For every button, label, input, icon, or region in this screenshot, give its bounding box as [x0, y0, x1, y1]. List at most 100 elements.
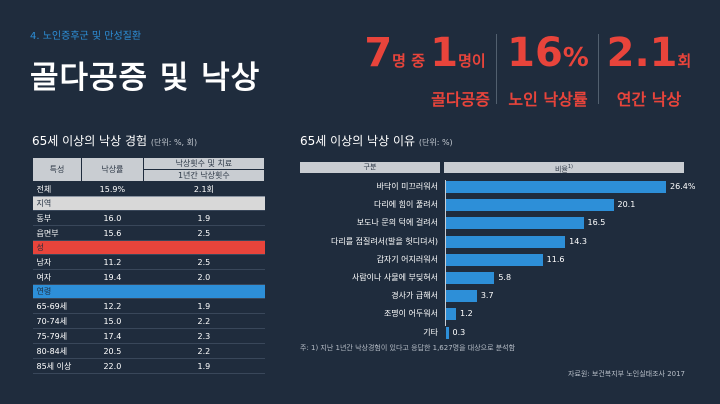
table-cell-rate: 22.0 — [81, 358, 144, 374]
source-credit: 자료원: 보건복지부 노인실태조사 2017 — [568, 370, 686, 378]
table-cell-rate: 16.0 — [81, 210, 144, 226]
stat-unit: % — [562, 43, 589, 73]
table-cell-count: 2.0 — [143, 269, 265, 285]
table-cell-count: 1.9 — [143, 210, 265, 226]
bar-value-label: 0.3 — [452, 327, 466, 337]
bar-category-label: 조명이 어두워서 — [383, 309, 438, 319]
table-cell-count: 2.5 — [143, 225, 265, 241]
table-cell-label: 70-74세 — [32, 313, 82, 329]
table-row: 80-84세 20.5 2.2 — [32, 343, 265, 359]
chart-header-ratio: 비율1) — [444, 162, 684, 173]
divider — [598, 34, 599, 104]
bar-row: 바닥이 미끄러워서 26.4% — [300, 180, 700, 194]
table-cell-label: 동부 — [32, 210, 82, 226]
bar-row: 경사가 급해서 3.7 — [300, 289, 700, 303]
stat-number: 7 — [364, 30, 393, 76]
stat-annual-falls: 2.1회 연간 낙상 — [604, 30, 694, 110]
chart-axis — [445, 180, 446, 326]
chart-header-ratio-label: 비율 — [554, 165, 568, 174]
bar-category-label: 사람이나 사물에 부딪혀서 — [351, 273, 438, 282]
col-header-characteristic: 특성 — [32, 157, 82, 182]
table-cell-label: 읍면부 — [32, 225, 82, 241]
table-group-header: 연령 — [32, 284, 265, 299]
bar — [446, 308, 456, 321]
table-row: 읍면부 15.6 2.5 — [32, 225, 265, 241]
stat-label: 노인 낙상률 — [508, 90, 588, 109]
bar-category-label: 다리를 접질려서(발을 헛디뎌서) — [330, 236, 438, 246]
table-cell-label: 남자 — [32, 254, 82, 270]
stat-label: 연간 낙상 — [616, 90, 682, 109]
stat-unit: 회 — [677, 52, 692, 70]
table-cell-rate: 17.4 — [81, 328, 144, 344]
table-cell-rate: 19.4 — [81, 269, 144, 285]
bar-value-label: 1.2 — [460, 309, 473, 319]
table-cell-rate: 15.9% — [81, 181, 144, 197]
stat-label: 골다공증 — [431, 90, 490, 109]
bar — [446, 272, 495, 284]
bar-row: 기타 0.3 — [300, 326, 700, 340]
bar — [446, 199, 614, 212]
table-cell-count: 2.5 — [143, 254, 265, 270]
stat-number: 2.1 — [606, 30, 678, 76]
table-cell-rate: 15.6 — [81, 225, 144, 241]
table-row: 85세 이상 22.0 1.9 — [32, 358, 265, 374]
col-header-rate: 낙상률 — [81, 157, 144, 182]
table-cell-rate: 20.5 — [81, 343, 144, 359]
table-cell-label: 65-69세 — [32, 298, 82, 314]
stat-unit: 명이 — [458, 52, 486, 70]
bar-category-label: 경사가 급해서 — [391, 291, 438, 301]
table-row: 남자 11.2 2.5 — [32, 254, 265, 270]
stat-unit: 명 중 — [392, 52, 431, 70]
table-cell-count: 1.9 — [143, 358, 265, 374]
bar-row: 다리에 힘이 풀려서 20.1 — [300, 198, 700, 212]
table-cell-count: 2.2 — [143, 343, 265, 359]
chart-section-title: 65세 이상의 낙상 이유 (단위: %) — [300, 132, 453, 149]
stat-number: 16 — [507, 30, 563, 76]
table-group-header: 성 — [32, 240, 265, 255]
table-cell-rate: 11.2 — [81, 254, 144, 270]
bar — [446, 253, 543, 266]
bar — [446, 326, 449, 339]
bar-row: 사람이나 사물에 부딪혀서 5.8 — [300, 271, 700, 285]
table-section-title: 65세 이상의 낙상 경험 (단위: %, 회) — [32, 132, 197, 149]
bar-category-label: 보도나 문의 턱에 걸려서 — [356, 218, 438, 228]
table-cell-label: 80-84세 — [32, 343, 82, 359]
fall-experience-table: 특성 낙상률 낙상횟수 및 치료 1년간 낙상횟수 전체 15.9% 2.1회 지역 동… — [32, 157, 266, 374]
bar-category-label: 다리에 힘이 풀려서 — [374, 200, 438, 210]
chart-title: 65세 이상의 낙상 이유 — [300, 134, 416, 148]
page-title: 골다공증 및 낙상 — [30, 60, 261, 96]
table-cell-count: 2.1회 — [143, 181, 265, 197]
stat-fall-rate: 16% 노인 낙상률 — [500, 30, 596, 110]
table-cell-count: 1.9 — [143, 298, 265, 314]
table-row: 동부 16.0 1.9 — [32, 210, 265, 226]
bar-category-label: 바닥이 미끄러워서 — [376, 182, 438, 191]
bar-row: 조명이 어두워서 1.2 — [300, 307, 700, 321]
bar-value-label: 26.4% — [670, 182, 696, 191]
bar-value-label: 16.5 — [587, 218, 606, 228]
bar-row: 다리를 접질려서(발을 헛디뎌서) 14.3 — [300, 235, 700, 249]
bar-category-label: 갑자기 어지러워서 — [376, 254, 438, 264]
group-label: 연령 — [32, 284, 265, 299]
group-label: 지역 — [32, 196, 265, 211]
col-header-annual-falls: 1년간 낙상횟수 — [142, 169, 266, 182]
divider — [496, 34, 497, 104]
table-cell-count: 2.3 — [143, 328, 265, 344]
chart-unit: (단위: %) — [418, 138, 453, 147]
chart-header-category: 구분 — [300, 162, 440, 173]
bar-category-label: 기타 — [423, 327, 438, 337]
bar-value-label: 20.1 — [617, 200, 636, 210]
table-cell-label: 여자 — [32, 269, 82, 285]
bar — [446, 290, 477, 303]
footnote: 주: 1) 지난 1년간 낙상경험이 있다고 응답한 1,627명을 대상으로 … — [300, 344, 516, 352]
table-cell-rate: 12.2 — [81, 298, 144, 314]
table-row: 65-69세 12.2 1.9 — [32, 298, 265, 314]
table-row: 70-74세 15.0 2.2 — [32, 313, 265, 329]
bar-row: 갑자기 어지러워서 11.6 — [300, 253, 700, 267]
bar-value-label: 14.3 — [569, 236, 587, 246]
section-subtitle: 4. 노인증후군 및 만성질환 — [30, 31, 142, 42]
stat-osteoporosis: 7명 중 1명이 골다공증 — [360, 30, 490, 110]
col-header-falls: 낙상횟수 및 치료 — [142, 157, 266, 170]
table-cell-label: 75-79세 — [32, 328, 82, 344]
table-cell-count: 2.2 — [143, 313, 265, 329]
bar — [446, 217, 584, 230]
